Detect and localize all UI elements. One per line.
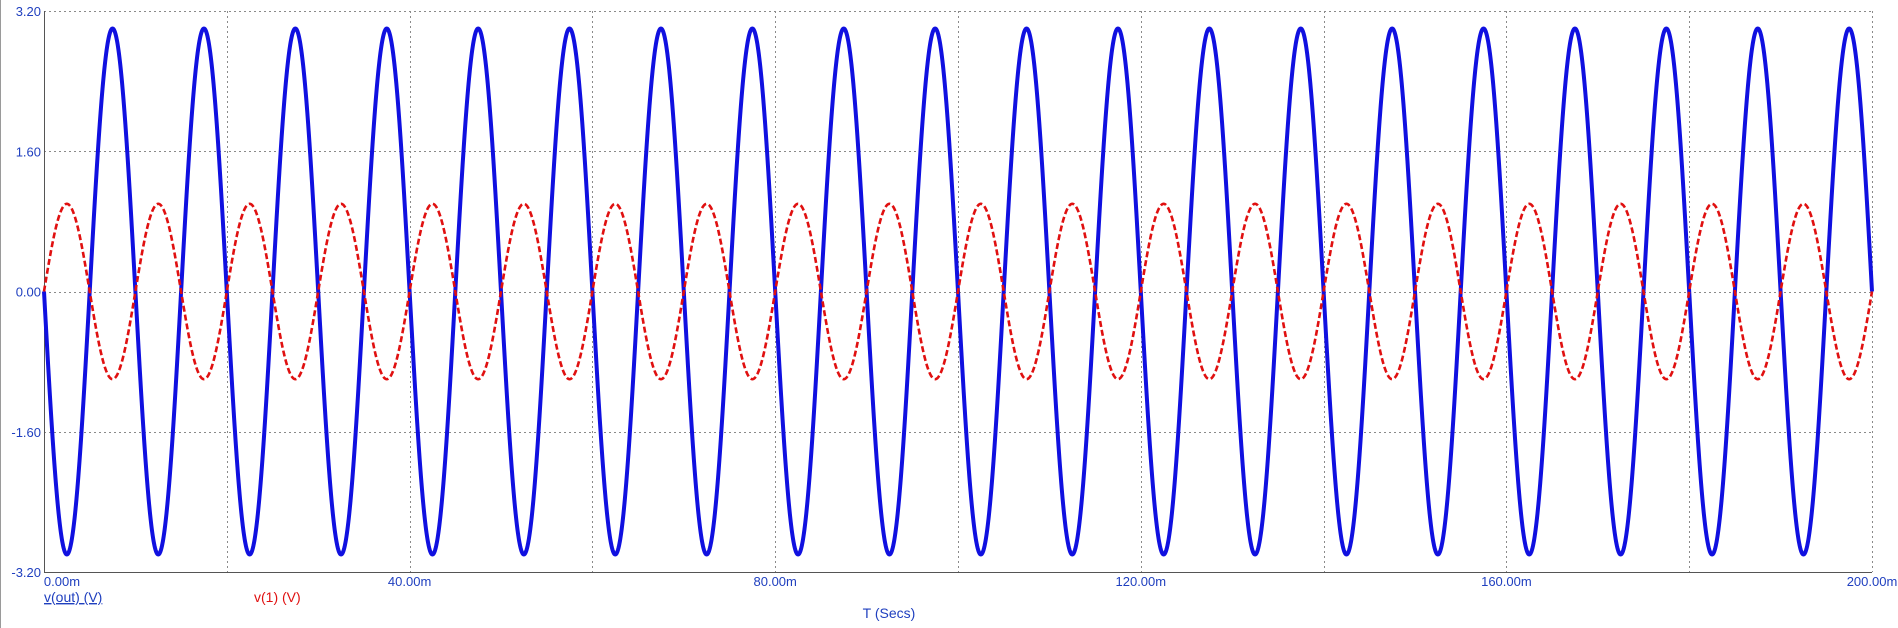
y-tick-label: 0.00 xyxy=(16,285,41,300)
y-tick-label: -3.20 xyxy=(11,565,41,580)
x-tick-label: 160.00m xyxy=(1481,574,1532,589)
x-tick-label: 120.00m xyxy=(1116,574,1167,589)
legend-entry-v1[interactable]: v(1) (V) xyxy=(254,589,301,605)
legend-entry-vout[interactable]: v(out) (V) xyxy=(44,589,102,605)
x-axis-title: T (Secs) xyxy=(863,605,916,621)
tick-labels: 3.20 1.60 0.00 -1.60 -3.200.00m 40.00m 80.00m 1… xyxy=(11,4,1897,589)
y-tick-label: 3.20 xyxy=(16,4,41,19)
series-line-v1 xyxy=(42,202,1874,381)
series xyxy=(42,26,1874,557)
x-tick-label: 40.00m xyxy=(388,574,431,589)
y-tick-label: 1.60 xyxy=(16,144,41,159)
x-tick-label: 0.00m xyxy=(44,574,80,589)
y-tick-label: -1.60 xyxy=(11,425,41,440)
x-tick-label: 80.00m xyxy=(754,574,797,589)
x-tick-label: 200.00m xyxy=(1847,574,1898,589)
